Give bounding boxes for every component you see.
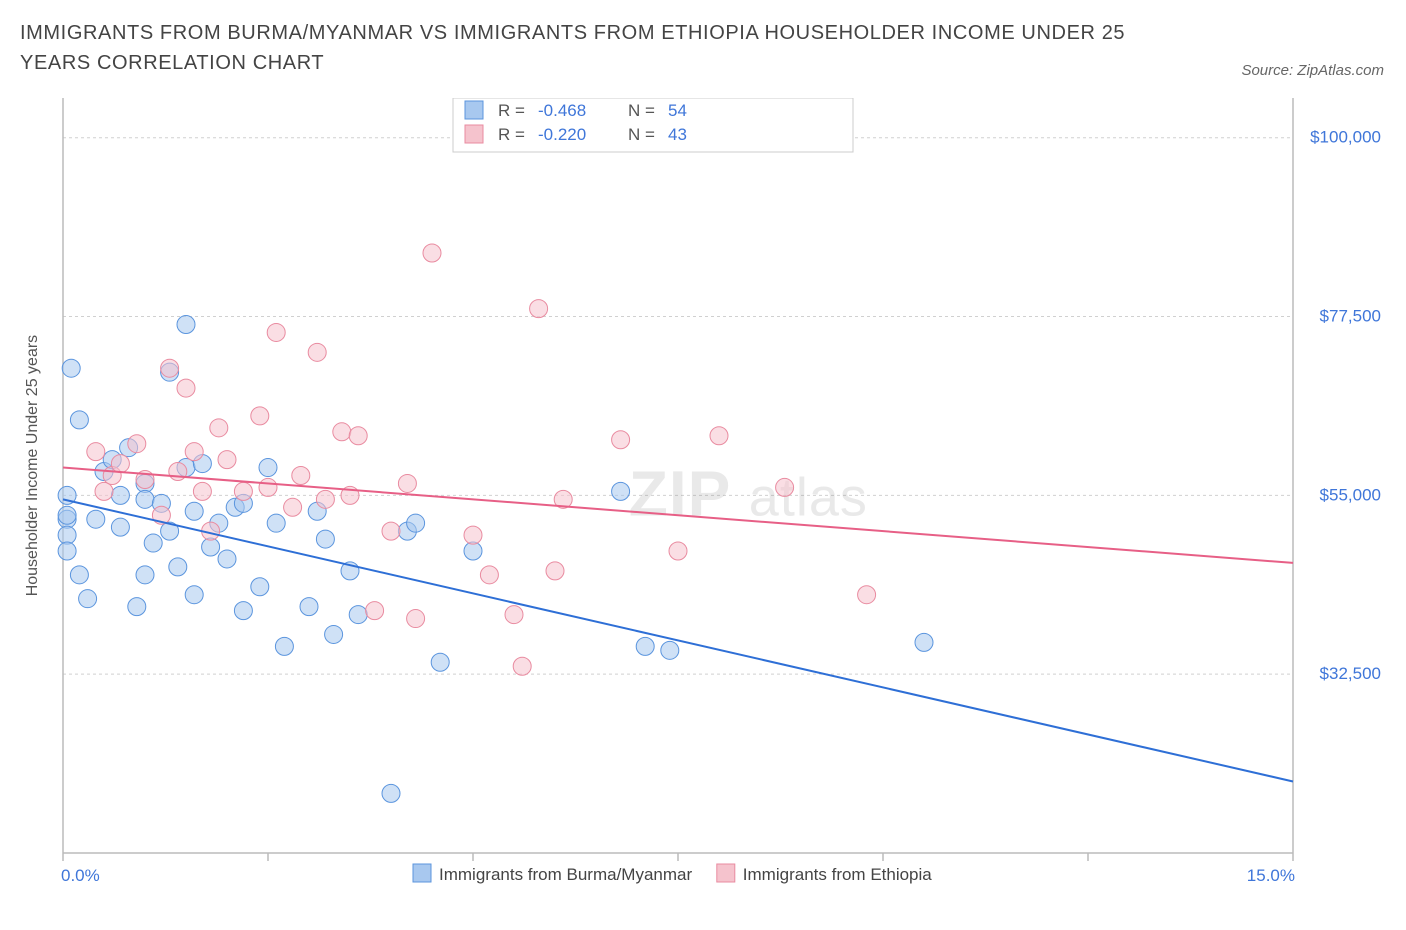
- data-point: [275, 637, 293, 655]
- data-point: [251, 407, 269, 425]
- data-point: [505, 606, 523, 624]
- data-point: [259, 459, 277, 477]
- chart-title: IMMIGRANTS FROM BURMA/MYANMAR VS IMMIGRA…: [20, 18, 1140, 78]
- data-point: [136, 490, 154, 508]
- data-point: [234, 482, 252, 500]
- x-tick-label: 15.0%: [1247, 866, 1295, 885]
- data-point: [316, 530, 334, 548]
- data-point: [185, 502, 203, 520]
- data-point: [423, 244, 441, 262]
- data-point: [431, 653, 449, 671]
- data-point: [128, 435, 146, 453]
- data-point: [210, 419, 228, 437]
- stats-n-value: 43: [668, 125, 687, 144]
- data-point: [464, 526, 482, 544]
- stats-swatch: [465, 125, 483, 143]
- y-axis-title: Householder Income Under 25 years: [24, 335, 41, 596]
- data-point: [530, 300, 548, 318]
- data-point: [70, 411, 88, 429]
- stats-r-value: -0.220: [538, 125, 586, 144]
- data-point: [398, 474, 416, 492]
- data-point: [144, 534, 162, 552]
- data-point: [259, 478, 277, 496]
- data-point: [300, 598, 318, 616]
- y-tick-label: $55,000: [1320, 485, 1381, 504]
- data-point: [325, 625, 343, 643]
- data-point: [407, 514, 425, 532]
- stats-n-value: 54: [668, 101, 687, 120]
- data-point: [612, 482, 630, 500]
- data-point: [612, 431, 630, 449]
- data-point: [546, 562, 564, 580]
- data-point: [480, 566, 498, 584]
- data-point: [316, 490, 334, 508]
- data-point: [661, 641, 679, 659]
- data-point: [128, 598, 146, 616]
- data-point: [464, 542, 482, 560]
- data-point: [62, 359, 80, 377]
- data-point: [111, 455, 129, 473]
- data-point: [79, 590, 97, 608]
- x-tick-label: 0.0%: [61, 866, 100, 885]
- y-tick-label: $32,500: [1320, 664, 1381, 683]
- data-point: [185, 586, 203, 604]
- stats-r-label: R =: [498, 125, 525, 144]
- data-point: [95, 482, 113, 500]
- legend-label: Immigrants from Ethiopia: [743, 865, 932, 884]
- data-point: [87, 510, 105, 528]
- data-point: [58, 542, 76, 560]
- data-point: [382, 784, 400, 802]
- data-point: [636, 637, 654, 655]
- data-point: [513, 657, 531, 675]
- legend-swatch: [717, 864, 735, 882]
- stats-n-label: N =: [628, 125, 655, 144]
- data-point: [267, 514, 285, 532]
- stats-r-label: R =: [498, 101, 525, 120]
- data-point: [292, 467, 310, 485]
- legend-swatch: [413, 864, 431, 882]
- legend-label: Immigrants from Burma/Myanmar: [439, 865, 692, 884]
- data-point: [333, 423, 351, 441]
- data-point: [382, 522, 400, 540]
- y-tick-label: $100,000: [1310, 128, 1381, 147]
- data-point: [267, 323, 285, 341]
- data-point: [70, 566, 88, 584]
- stats-r-value: -0.468: [538, 101, 586, 120]
- data-point: [407, 610, 425, 628]
- data-point: [308, 343, 326, 361]
- data-point: [669, 542, 687, 560]
- data-point: [111, 486, 129, 504]
- data-point: [136, 566, 154, 584]
- stats-swatch: [465, 101, 483, 119]
- data-point: [111, 518, 129, 536]
- data-point: [58, 526, 76, 544]
- data-point: [234, 602, 252, 620]
- data-point: [87, 443, 105, 461]
- watermark: atlas: [749, 467, 868, 527]
- data-point: [284, 498, 302, 516]
- data-point: [177, 379, 195, 397]
- data-point: [177, 316, 195, 334]
- data-point: [193, 482, 211, 500]
- data-point: [169, 558, 187, 576]
- source-label: Source: ZipAtlas.com: [1241, 62, 1384, 79]
- stats-n-label: N =: [628, 101, 655, 120]
- scatter-chart: $32,500$55,000$77,500$100,000ZIPatlas0.0…: [18, 98, 1388, 918]
- data-point: [218, 550, 236, 568]
- data-point: [218, 451, 236, 469]
- y-tick-label: $77,500: [1320, 307, 1381, 326]
- data-point: [349, 427, 367, 445]
- data-point: [202, 538, 220, 556]
- data-point: [858, 586, 876, 604]
- data-point: [58, 506, 76, 524]
- data-point: [915, 633, 933, 651]
- chart-container: $32,500$55,000$77,500$100,000ZIPatlas0.0…: [18, 98, 1388, 888]
- data-point: [251, 578, 269, 596]
- data-point: [710, 427, 728, 445]
- data-point: [161, 359, 179, 377]
- data-point: [349, 606, 367, 624]
- data-point: [776, 478, 794, 496]
- data-point: [185, 443, 203, 461]
- data-point: [366, 602, 384, 620]
